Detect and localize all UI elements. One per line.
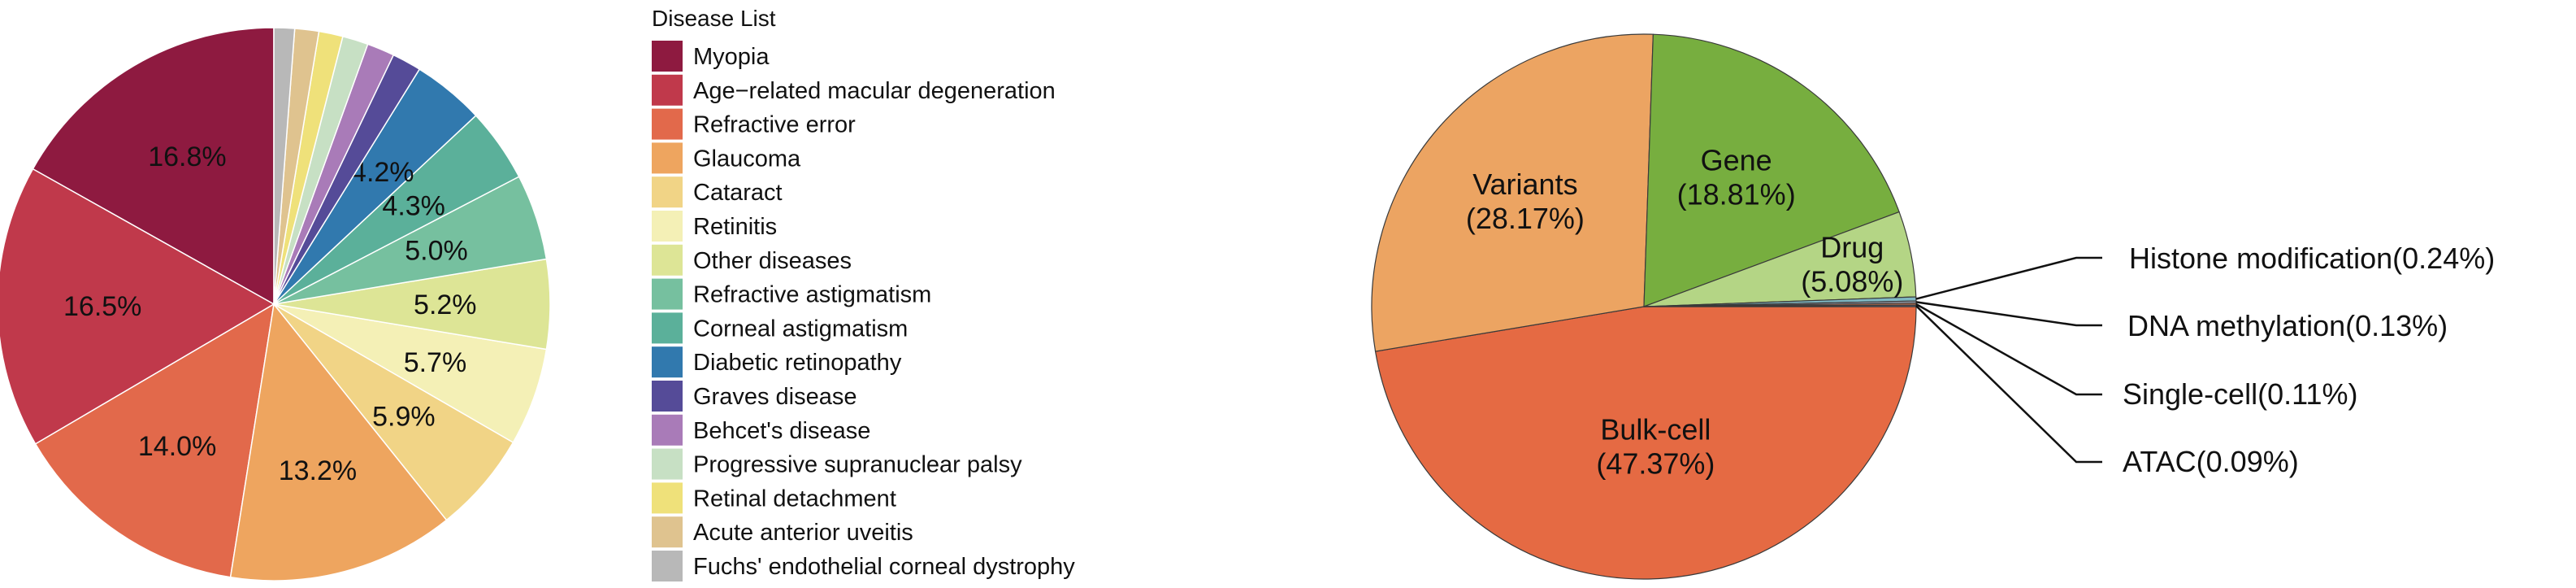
data-label-myopia: 16.8% — [148, 142, 226, 172]
leader-line-single-cell — [1915, 303, 2102, 396]
slice-cataract — [273, 303, 514, 521]
slice-label-drug: Drug — [1820, 230, 1884, 264]
leader-line-atac — [1915, 305, 2102, 464]
slice-percent-gene: (18.81%) — [1677, 177, 1796, 211]
legend-swatch-progressive-supranuclear-palsy — [652, 448, 683, 480]
legend-swatch-cataract — [652, 176, 683, 208]
slice-glaucoma — [229, 303, 448, 581]
slice-gene — [1643, 33, 1900, 307]
callout-label-single-cell: Single-cell(0.11%) — [2123, 377, 2357, 411]
legend-swatch-age-related-macular-degeneration — [652, 74, 683, 106]
legend-item-graves-disease: Graves disease — [693, 384, 857, 410]
slice-refractive-error — [34, 303, 275, 578]
legend-item-glaucoma: Glaucoma — [693, 146, 801, 172]
legend-item-refractive-astigmatism: Refractive astigmatism — [693, 282, 931, 308]
leader-line-histone-modification — [1915, 256, 2102, 300]
legend-swatch-retinitis — [652, 211, 683, 242]
legend-swatch-behcet-s-disease — [652, 414, 683, 446]
legend-item-behcet-s-disease: Behcet's disease — [693, 418, 870, 444]
legend-item-diabetic-retinopathy: Diabetic retinopathy — [693, 350, 902, 376]
legend-item-myopia: Myopia — [693, 44, 770, 70]
legend-item-age-related-macular-degeneration: Age−related macular degeneration — [693, 78, 1056, 104]
slice-percent-drug: (5.08%) — [1801, 264, 1903, 298]
data-type-pie-chart: Bulk-cell(47.37%) Variants(28.17%) Gene(18… — [1371, 33, 2495, 580]
legend-item-other-diseases: Other diseases — [693, 248, 852, 274]
disease-legend: Disease List Myopia Age−related macular de… — [652, 6, 1075, 581]
data-label-other-diseases: 5.2% — [414, 290, 477, 320]
legend-swatch-acute-anterior-uveitis — [652, 516, 683, 548]
slice-myopia — [32, 27, 275, 306]
slice-percent-variants: (28.17%) — [1466, 202, 1585, 235]
legend-item-acute-anterior-uveitis: Acute anterior uveitis — [693, 520, 913, 546]
data-label-retinitis: 5.7% — [404, 347, 467, 378]
legend-title: Disease List — [652, 6, 776, 31]
legend-swatch-graves-disease — [652, 381, 683, 412]
legend-swatch-fuchs-endothelial-corneal-dystrophy — [652, 551, 683, 581]
legend-item-retinitis: Retinitis — [693, 214, 777, 240]
slice-percent-bulk-cell: (47.37%) — [1596, 447, 1715, 481]
data-label-corneal-astigmatism: 4.3% — [382, 190, 445, 221]
legend-item-corneal-astigmatism: Corneal astigmatism — [693, 316, 908, 342]
slice-label-bulk-cell: Bulk-cell — [1600, 413, 1711, 446]
legend-item-retinal-detachment: Retinal detachment — [693, 486, 896, 512]
legend-item-cataract: Cataract — [693, 180, 783, 206]
slice-age-related-macular-degeneration — [0, 168, 275, 445]
legend-swatch-glaucoma — [652, 142, 683, 174]
legend-item-refractive-error: Refractive error — [693, 112, 856, 138]
callout-label-dna-methylation: DNA methylation(0.13%) — [2127, 309, 2448, 342]
data-label-refractive-error: 14.0% — [138, 431, 216, 462]
slice-fuchs-endothelial-corneal-dystrophy — [273, 27, 296, 305]
leader-line-dna-methylation — [1915, 301, 2102, 327]
slice-variants — [1371, 33, 1654, 352]
callout-label-atac: ATAC(0.09%) — [2123, 445, 2299, 478]
legend-swatch-refractive-error — [652, 108, 683, 140]
slice-bulk-cell — [1374, 306, 1917, 580]
legend-swatch-corneal-astigmatism — [652, 312, 683, 344]
legend-swatch-refractive-astigmatism — [652, 278, 683, 310]
legend-swatch-other-diseases — [652, 244, 683, 276]
disease-pie-chart: 16.8% 16.5% 14.0% 13.2% 5.9% 5.7% 5.2% 5.0% 4.3%… — [0, 27, 551, 581]
data-label-cataract: 5.9% — [372, 401, 436, 432]
callout-label-histone-modification: Histone modification(0.24%) — [2129, 242, 2495, 275]
data-label-refractive-astigmatism: 5.0% — [405, 235, 468, 266]
data-label-glaucoma: 13.2% — [279, 455, 357, 486]
legend-swatch-myopia — [652, 41, 683, 72]
legend-swatch-retinal-detachment — [652, 482, 683, 514]
legend-swatch-diabetic-retinopathy — [652, 346, 683, 378]
legend-item-fuchs-endothelial-corneal-dystrophy: Fuchs' endothelial corneal dystrophy — [693, 554, 1075, 580]
slice-label-variants: Variants — [1472, 168, 1577, 201]
slice-label-gene: Gene — [1701, 143, 1772, 176]
data-label-age-related-macular-degeneration: 16.5% — [63, 291, 141, 322]
legend-item-progressive-supranuclear-palsy: Progressive supranuclear palsy — [693, 452, 1022, 478]
